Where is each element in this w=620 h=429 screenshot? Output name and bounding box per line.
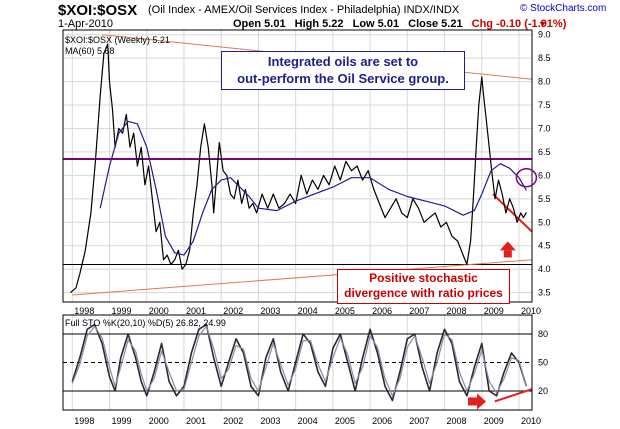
legend-price: $XOI:$OSX (Weekly) 5.21 [65, 35, 170, 45]
y-tick-label: 4.0 [538, 264, 551, 274]
x-tick-label: 2005 [335, 416, 355, 426]
series-line [71, 325, 527, 397]
y-tick-label: 3.5 [538, 288, 551, 298]
chart-description: (Oil Index - AMEX/Oil Services Index - P… [148, 4, 460, 16]
annotation-marks [468, 167, 538, 410]
down-arrow-icon: ▼ [538, 19, 547, 29]
series-line [71, 323, 528, 402]
trendline-divergence-sto [494, 388, 533, 403]
annotation-line: out-perform the Oil Service group. [237, 71, 449, 86]
x-tick-label: 2006 [372, 416, 392, 426]
up-arrow-icon [503, 250, 512, 258]
annotation-line: Positive stochastic [369, 271, 478, 285]
y-tick-label: 4.5 [538, 241, 551, 251]
circle-marker [515, 167, 538, 188]
y-tick-label: 7.5 [538, 100, 551, 110]
x-tick-label: 2008 [447, 306, 467, 316]
chart-date: 1-Apr-2010 [58, 18, 114, 30]
y-tick-label: 80 [538, 329, 548, 339]
x-tick-label: 2004 [298, 416, 318, 426]
source-credit[interactable]: © StockCharts.com [520, 3, 607, 14]
x-tick-label: 2000 [149, 306, 169, 316]
y-tick-label: 6.5 [538, 147, 551, 157]
x-tick-label: 2006 [372, 306, 392, 316]
x-tick-label: 2002 [223, 416, 243, 426]
panel-frame [62, 29, 533, 303]
x-tick-label: 2007 [409, 306, 429, 316]
trendline-divergence-price [492, 193, 533, 233]
x-tick-label: 2005 [335, 306, 355, 316]
y-tick-label: 9.0 [538, 30, 551, 40]
x-tick-label: 2003 [260, 416, 280, 426]
right-arrow-icon [468, 397, 478, 406]
panel-frames [62, 29, 533, 411]
legend-stochastic: Full STO %K(20,10) %D(5) 26.82, 24.99 [65, 318, 226, 328]
annotation-line: divergence with ratio prices [344, 286, 503, 300]
annotation-integrated-oils: Integrated oils are set to out-perform t… [221, 51, 465, 90]
y-tick-label: 6.0 [538, 170, 551, 180]
x-tick-label: 1999 [112, 306, 132, 316]
series-lines [70, 43, 528, 402]
y-tick-label: 5.0 [538, 217, 551, 227]
x-tick-label: 1998 [74, 306, 94, 316]
y-tick-label: 7.0 [538, 123, 551, 133]
annotation-stochastic-divergence: Positive stochastic divergence with rati… [337, 269, 510, 304]
trendline-trend-bottom [72, 259, 533, 296]
tick-labels: 1998 1999 2000 2001 2002 2003 2004 2005 2006 2007… [74, 30, 550, 426]
ohlc-values: Open 5.01 High 5.22 Low 5.01 Close 5.21 … [233, 18, 572, 30]
low-value: Low 5.01 [352, 18, 400, 30]
x-tick-label: 2010 [521, 306, 541, 316]
x-tick-label: 2001 [186, 416, 206, 426]
x-tick-label: 2000 [149, 416, 169, 426]
x-tick-label: 2002 [223, 306, 243, 316]
series-line [99, 120, 527, 256]
change-value: Chg -0.10 (-1.91%) [471, 18, 567, 30]
x-tick-label: 2001 [186, 306, 206, 316]
x-tick-label: 2003 [260, 306, 280, 316]
x-tick-label: 2008 [447, 416, 467, 426]
series-line [70, 43, 527, 294]
close-value: Close 5.21 [408, 18, 463, 30]
x-tick-label: 2010 [521, 416, 541, 426]
x-tick-label: 1998 [74, 416, 94, 426]
y-tick-label: 8.5 [538, 53, 551, 63]
panel-frame [62, 314, 533, 411]
y-tick-label: 20 [538, 386, 548, 396]
y-tick-label: 8.0 [538, 77, 551, 87]
right-arrow-icon [477, 393, 487, 410]
x-tick-label: 2009 [484, 306, 504, 316]
chart-symbol: $XOI:$OSX [58, 2, 138, 19]
x-tick-label: 1999 [112, 416, 132, 426]
x-tick-label: 2007 [409, 416, 429, 426]
annotation-line: Integrated oils are set to [267, 54, 419, 69]
x-tick-label: 2009 [484, 416, 504, 426]
high-value: High 5.22 [294, 18, 344, 30]
up-arrow-icon [499, 241, 516, 251]
open-value: Open 5.01 [233, 18, 286, 30]
y-tick-label: 5.5 [538, 194, 551, 204]
legend-ma: MA(60) 5.68 [65, 46, 115, 56]
y-tick-label: 50 [538, 358, 548, 368]
x-tick-label: 2004 [298, 306, 318, 316]
